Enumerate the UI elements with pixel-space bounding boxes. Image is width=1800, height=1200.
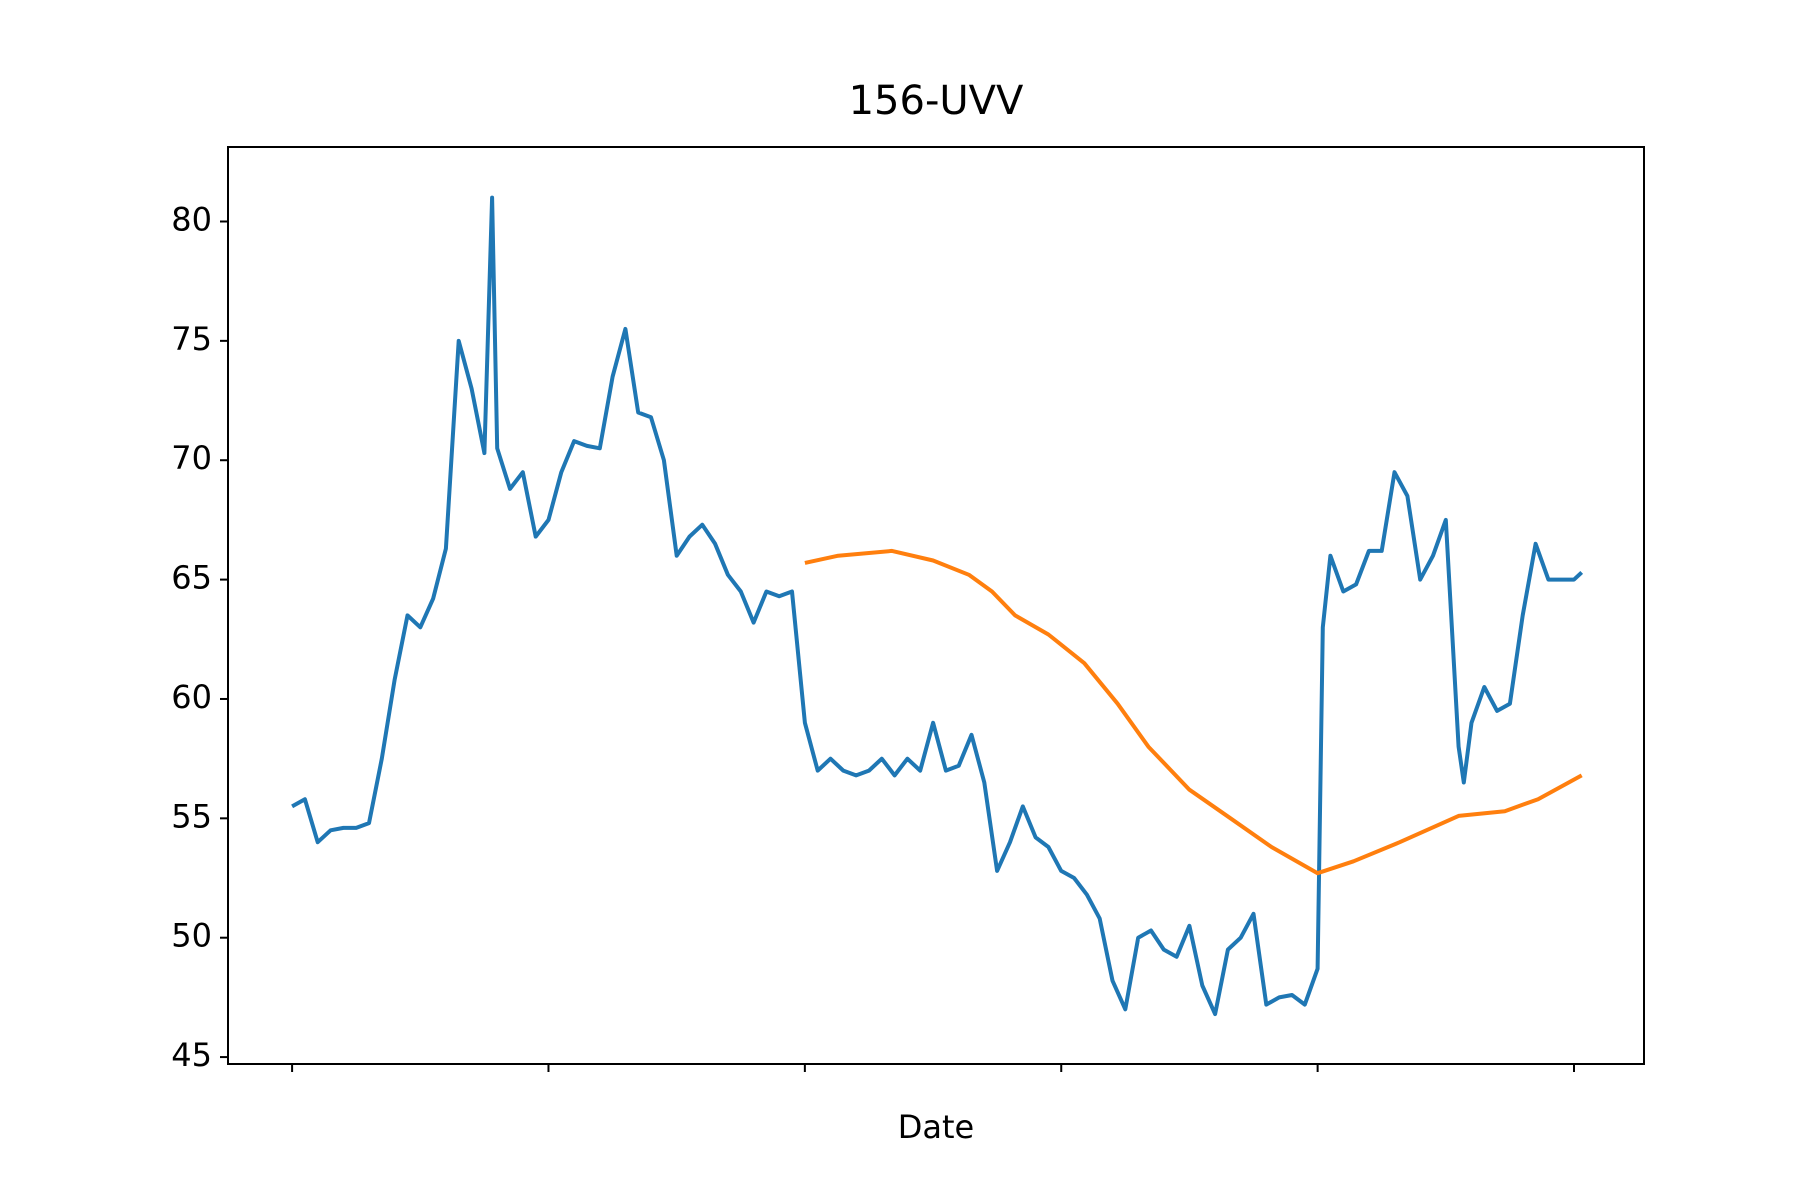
- y-tick-label: 65: [171, 559, 212, 597]
- y-tick-label: 75: [171, 320, 212, 358]
- y-tick-label: 60: [171, 678, 212, 716]
- x-axis-label: Date: [898, 1108, 974, 1146]
- line-series: [291, 195, 1584, 1017]
- chart-title: 156-UVV: [849, 78, 1024, 124]
- plot-frame: [227, 146, 1645, 1065]
- y-tick-label: 70: [171, 439, 212, 477]
- line-series: [804, 548, 1583, 876]
- y-tick-label: 55: [171, 797, 212, 835]
- y-tick-label: 45: [171, 1036, 212, 1074]
- y-tick-label: 80: [171, 200, 212, 238]
- y-tick-label: 50: [171, 917, 212, 955]
